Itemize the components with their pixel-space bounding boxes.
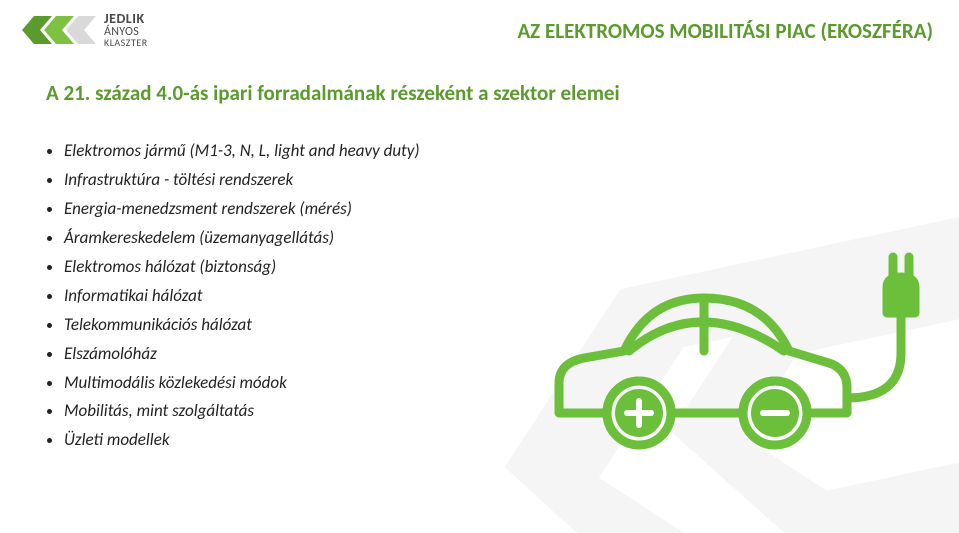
list-item: Elszámolóház bbox=[64, 343, 506, 366]
electric-car-icon bbox=[529, 243, 929, 503]
list-item: Mobilitás, mint szolgáltatás bbox=[64, 400, 506, 423]
page-header-title: AZ ELEKTROMOS MOBILITÁSI PIAC (EKOSZFÉRA… bbox=[517, 18, 933, 44]
logo-mark-icon bbox=[18, 12, 98, 48]
list-item: Üzleti modellek bbox=[64, 429, 506, 452]
list-item: Informatikai hálózat bbox=[64, 285, 506, 308]
electric-car-graphic bbox=[529, 243, 929, 503]
logo-line1: JEDLIK bbox=[104, 12, 148, 26]
list-item: Áramkereskedelem (üzemanyagellátás) bbox=[64, 227, 506, 250]
logo-line3: KLASZTER bbox=[104, 38, 148, 48]
list-item: Telekommunikációs hálózat bbox=[64, 314, 506, 337]
page-subtitle: A 21. század 4.0-ás ipari forradalmának … bbox=[46, 80, 620, 106]
logo: JEDLIK ÁNYOS KLASZTER bbox=[18, 12, 148, 48]
list-item: Energia-menedzsment rendszerek (mérés) bbox=[64, 198, 506, 221]
bullet-list: Elektromos jármű (M1-3, N, L, light and … bbox=[46, 140, 506, 458]
list-item: Infrastruktúra - töltési rendszerek bbox=[64, 169, 506, 192]
list-item: Elektromos jármű (M1-3, N, L, light and … bbox=[64, 140, 506, 163]
logo-text: JEDLIK ÁNYOS KLASZTER bbox=[104, 12, 148, 48]
list-item: Elektromos hálózat (biztonság) bbox=[64, 256, 506, 279]
list-item: Multimodális közlekedési módok bbox=[64, 372, 506, 395]
